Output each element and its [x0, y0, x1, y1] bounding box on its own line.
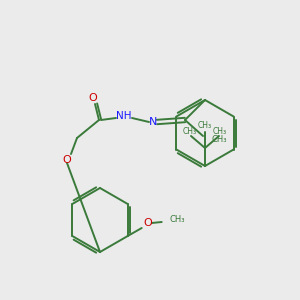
Text: CH₃: CH₃ — [170, 215, 185, 224]
Text: CH₃: CH₃ — [213, 127, 227, 136]
Text: CH₃: CH₃ — [198, 122, 212, 130]
Text: N: N — [149, 117, 157, 127]
Text: NH: NH — [116, 111, 132, 121]
Text: CH₃: CH₃ — [183, 127, 197, 136]
Text: O: O — [63, 155, 71, 165]
Text: CH₃: CH₃ — [211, 134, 226, 143]
Text: O: O — [143, 218, 152, 228]
Text: O: O — [88, 93, 98, 103]
